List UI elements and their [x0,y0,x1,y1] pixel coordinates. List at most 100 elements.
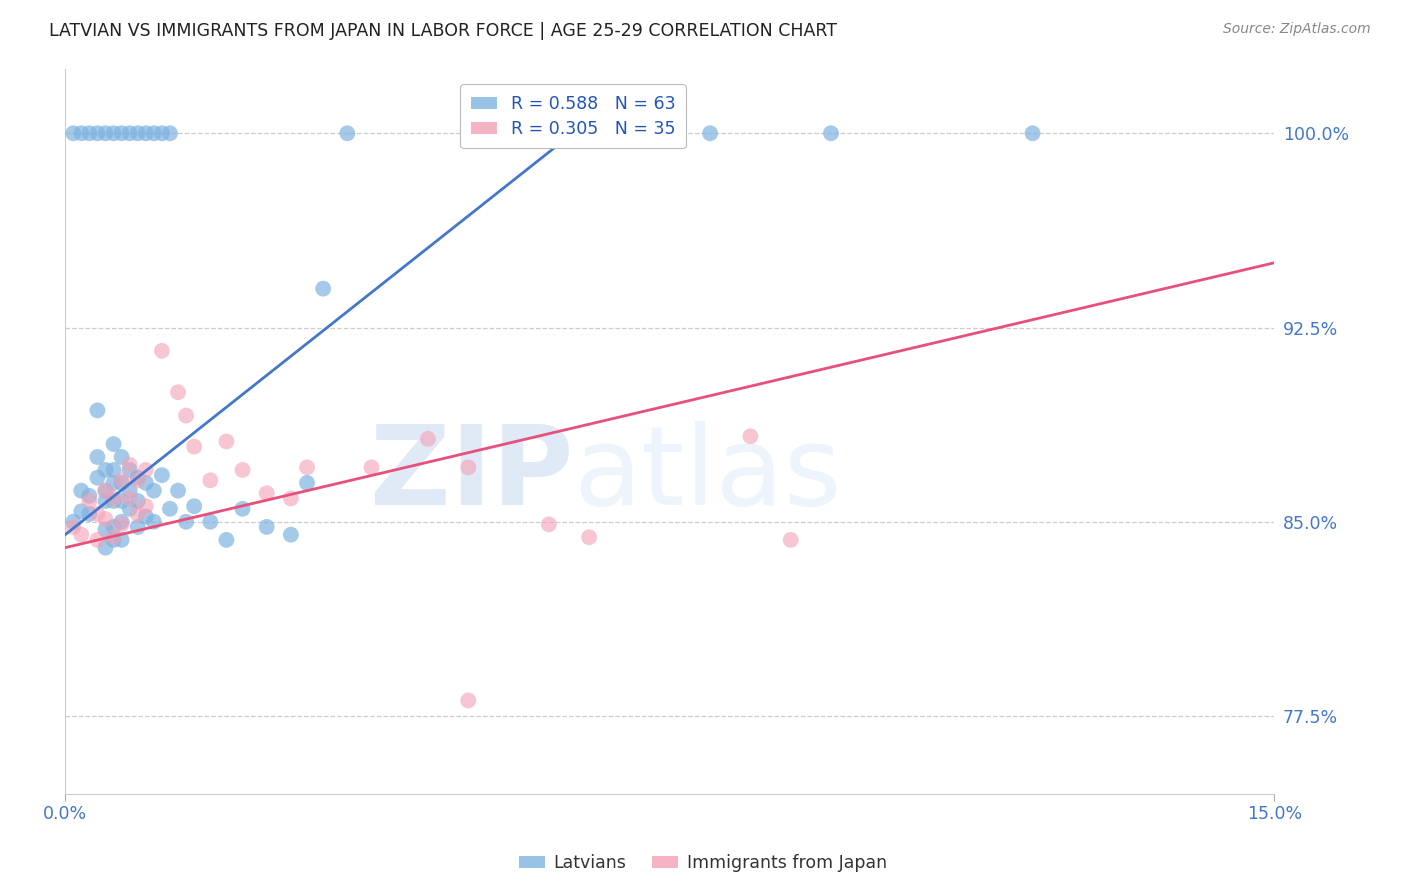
Point [94,494,117,508]
Point [79,489,101,503]
Point [150,468,173,483]
Point [183,440,205,454]
Point [336,126,359,140]
Point [135,509,157,524]
Point [103,491,125,506]
Point [86,471,108,485]
Point [280,491,302,506]
Point [159,501,181,516]
Point [86,403,108,417]
Text: atlas: atlas [574,421,842,528]
Point [1021,126,1043,140]
Point [457,693,479,707]
Point [110,533,132,547]
Point [142,515,165,529]
Point [142,126,165,140]
Point [200,515,222,529]
Point [70,504,93,518]
Point [135,499,157,513]
Point [740,429,762,443]
Legend: R = 0.588   N = 63, R = 0.305   N = 35: R = 0.588 N = 63, R = 0.305 N = 35 [460,85,686,148]
Point [86,533,108,547]
Point [118,501,141,516]
Point [110,450,132,464]
Point [167,483,190,498]
Point [118,126,141,140]
Point [79,126,101,140]
Point [231,501,253,516]
Point [94,523,117,537]
Point [94,483,117,498]
Legend: Latvians, Immigrants from Japan: Latvians, Immigrants from Japan [512,847,894,879]
Point [231,463,253,477]
Point [127,471,149,485]
Point [70,527,93,541]
Point [103,437,125,451]
Point [118,463,141,477]
Point [360,460,382,475]
Point [94,512,117,526]
Point [103,126,125,140]
Point [110,473,132,487]
Point [110,126,132,140]
Point [127,126,149,140]
Point [70,483,93,498]
Point [110,494,132,508]
Point [256,520,278,534]
Point [150,126,173,140]
Point [699,126,721,140]
Point [110,475,132,490]
Point [86,450,108,464]
Point [86,126,108,140]
Point [312,282,335,296]
Point [94,483,117,498]
Point [103,533,125,547]
Point [135,126,157,140]
Point [86,507,108,521]
Point [295,460,318,475]
Point [62,126,84,140]
Point [142,483,165,498]
Point [79,494,101,508]
Point [62,515,84,529]
Point [295,475,318,490]
Point [457,460,479,475]
Point [135,463,157,477]
Point [280,527,302,541]
Point [127,520,149,534]
Point [94,541,117,555]
Point [70,126,93,140]
Point [118,491,141,506]
Point [110,517,132,532]
Point [103,520,125,534]
Point [118,458,141,472]
Point [167,385,190,400]
Point [779,533,801,547]
Point [159,126,181,140]
Point [94,126,117,140]
Point [127,473,149,487]
Point [416,432,439,446]
Text: LATVIAN VS IMMIGRANTS FROM JAPAN IN LABOR FORCE | AGE 25-29 CORRELATION CHART: LATVIAN VS IMMIGRANTS FROM JAPAN IN LABO… [49,22,837,40]
Point [79,507,101,521]
Point [135,475,157,490]
Text: ZIP: ZIP [370,421,574,528]
Point [94,463,117,477]
Point [150,343,173,358]
Point [103,494,125,508]
Point [62,520,84,534]
Point [110,515,132,529]
Point [103,463,125,477]
Point [103,530,125,544]
Point [537,517,560,532]
Point [118,483,141,498]
Point [200,473,222,487]
Point [103,475,125,490]
Point [578,126,600,140]
Point [256,486,278,500]
Point [127,494,149,508]
Point [820,126,842,140]
Point [174,409,197,423]
Point [215,434,238,449]
Point [127,507,149,521]
